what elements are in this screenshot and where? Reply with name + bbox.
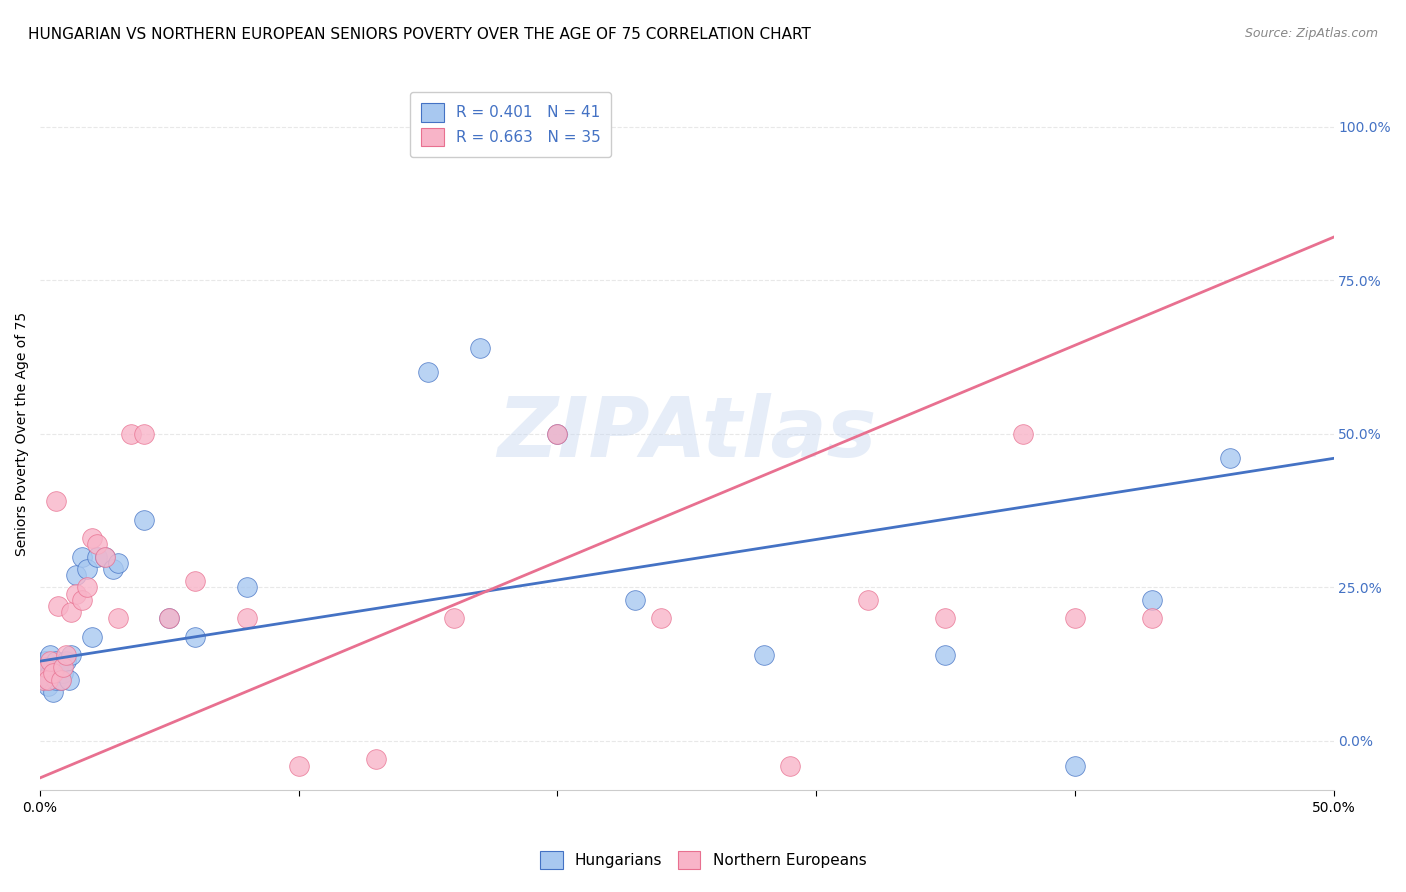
Point xyxy=(34,654,56,668)
Point xyxy=(49,673,72,687)
Point xyxy=(1142,611,1164,625)
Point xyxy=(107,556,129,570)
Point xyxy=(754,648,776,662)
Point xyxy=(546,426,568,441)
Point xyxy=(184,630,207,644)
Point xyxy=(31,660,53,674)
Text: Source: ZipAtlas.com: Source: ZipAtlas.com xyxy=(1244,27,1378,40)
Point xyxy=(45,494,67,508)
Point xyxy=(70,549,93,564)
Text: HUNGARIAN VS NORTHERN EUROPEAN SENIORS POVERTY OVER THE AGE OF 75 CORRELATION CH: HUNGARIAN VS NORTHERN EUROPEAN SENIORS P… xyxy=(28,27,811,42)
Point xyxy=(1219,451,1241,466)
Point xyxy=(856,592,879,607)
Point xyxy=(31,673,53,687)
Legend: Hungarians, Northern Europeans: Hungarians, Northern Europeans xyxy=(533,845,873,875)
Point xyxy=(1142,592,1164,607)
Point xyxy=(58,673,80,687)
Point xyxy=(49,673,72,687)
Point xyxy=(443,611,465,625)
Point xyxy=(159,611,181,625)
Point xyxy=(650,611,672,625)
Point xyxy=(37,660,59,674)
Point xyxy=(468,341,491,355)
Point xyxy=(236,581,259,595)
Point xyxy=(132,426,155,441)
Point xyxy=(159,611,181,625)
Point xyxy=(55,648,77,662)
Point xyxy=(39,673,62,687)
Point xyxy=(52,666,75,681)
Point xyxy=(546,426,568,441)
Point xyxy=(39,666,62,681)
Point xyxy=(42,660,65,674)
Point xyxy=(1063,611,1085,625)
Point xyxy=(37,673,59,687)
Point xyxy=(52,660,75,674)
Point xyxy=(1012,426,1035,441)
Point xyxy=(70,592,93,607)
Point xyxy=(132,513,155,527)
Point xyxy=(55,654,77,668)
Point xyxy=(37,679,59,693)
Point xyxy=(86,537,108,551)
Point xyxy=(107,611,129,625)
Point xyxy=(46,599,69,613)
Point xyxy=(184,574,207,589)
Point xyxy=(80,531,103,545)
Point xyxy=(624,592,647,607)
Legend: R = 0.401   N = 41, R = 0.663   N = 35: R = 0.401 N = 41, R = 0.663 N = 35 xyxy=(411,92,612,157)
Point xyxy=(37,673,59,687)
Point xyxy=(120,426,142,441)
Point xyxy=(39,654,62,668)
Point xyxy=(42,685,65,699)
Point xyxy=(934,611,956,625)
Point xyxy=(34,666,56,681)
Point xyxy=(418,365,440,379)
Point xyxy=(45,673,67,687)
Point xyxy=(288,758,311,772)
Y-axis label: Seniors Poverty Over the Age of 75: Seniors Poverty Over the Age of 75 xyxy=(15,311,30,556)
Point xyxy=(31,673,53,687)
Point xyxy=(366,752,388,766)
Point xyxy=(65,568,87,582)
Point xyxy=(60,605,83,619)
Point xyxy=(65,586,87,600)
Point xyxy=(934,648,956,662)
Text: ZIPAtlas: ZIPAtlas xyxy=(498,393,876,475)
Point xyxy=(45,654,67,668)
Point xyxy=(236,611,259,625)
Point xyxy=(80,630,103,644)
Point xyxy=(34,660,56,674)
Point xyxy=(779,758,801,772)
Point xyxy=(39,648,62,662)
Point xyxy=(46,660,69,674)
Point xyxy=(94,549,117,564)
Point xyxy=(42,666,65,681)
Point xyxy=(76,562,98,576)
Point xyxy=(60,648,83,662)
Point xyxy=(94,549,117,564)
Point xyxy=(1063,758,1085,772)
Point xyxy=(86,549,108,564)
Point xyxy=(101,562,124,576)
Point xyxy=(76,581,98,595)
